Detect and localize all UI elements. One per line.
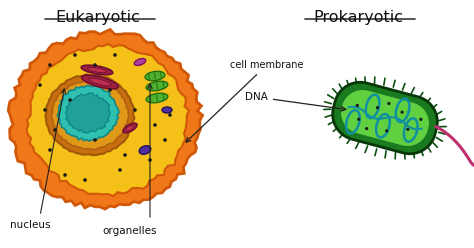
Circle shape: [133, 108, 137, 112]
Ellipse shape: [89, 78, 111, 86]
Circle shape: [357, 118, 360, 121]
Ellipse shape: [123, 123, 137, 133]
Circle shape: [387, 102, 391, 105]
Polygon shape: [46, 74, 135, 155]
Text: nucleus: nucleus: [10, 220, 51, 230]
Ellipse shape: [146, 81, 168, 91]
Polygon shape: [8, 30, 202, 209]
Ellipse shape: [134, 59, 146, 65]
Ellipse shape: [81, 65, 113, 75]
Circle shape: [93, 63, 97, 67]
Circle shape: [48, 148, 52, 152]
Text: Prokaryotic: Prokaryotic: [313, 10, 403, 25]
Circle shape: [123, 153, 127, 157]
Circle shape: [48, 63, 52, 67]
Ellipse shape: [146, 93, 168, 103]
Circle shape: [83, 178, 87, 182]
Circle shape: [113, 53, 117, 57]
Circle shape: [53, 128, 57, 132]
Polygon shape: [52, 80, 129, 150]
Text: organelles: organelles: [103, 226, 157, 236]
Circle shape: [63, 173, 67, 177]
Circle shape: [385, 129, 388, 132]
Polygon shape: [57, 86, 119, 141]
Ellipse shape: [82, 75, 118, 89]
Ellipse shape: [162, 107, 172, 113]
Circle shape: [73, 53, 77, 57]
Polygon shape: [66, 93, 110, 133]
Circle shape: [118, 168, 122, 172]
Polygon shape: [333, 82, 438, 154]
Ellipse shape: [145, 71, 165, 81]
Circle shape: [376, 106, 379, 109]
Ellipse shape: [139, 146, 151, 154]
Text: Eukaryotic: Eukaryotic: [55, 10, 140, 25]
Polygon shape: [27, 44, 189, 196]
Ellipse shape: [88, 67, 107, 73]
Ellipse shape: [126, 125, 134, 131]
Circle shape: [38, 83, 42, 87]
Circle shape: [356, 104, 359, 107]
Circle shape: [419, 118, 422, 121]
Circle shape: [108, 88, 112, 92]
Circle shape: [163, 138, 167, 142]
Circle shape: [93, 138, 97, 142]
Circle shape: [148, 158, 152, 162]
Polygon shape: [340, 89, 430, 147]
Circle shape: [153, 123, 157, 127]
Circle shape: [68, 98, 72, 102]
Circle shape: [365, 127, 368, 130]
Text: cell membrane: cell membrane: [186, 60, 303, 142]
Text: DNA: DNA: [245, 92, 346, 111]
Circle shape: [43, 108, 47, 112]
Circle shape: [401, 111, 404, 114]
Circle shape: [168, 113, 172, 117]
Circle shape: [406, 128, 410, 131]
